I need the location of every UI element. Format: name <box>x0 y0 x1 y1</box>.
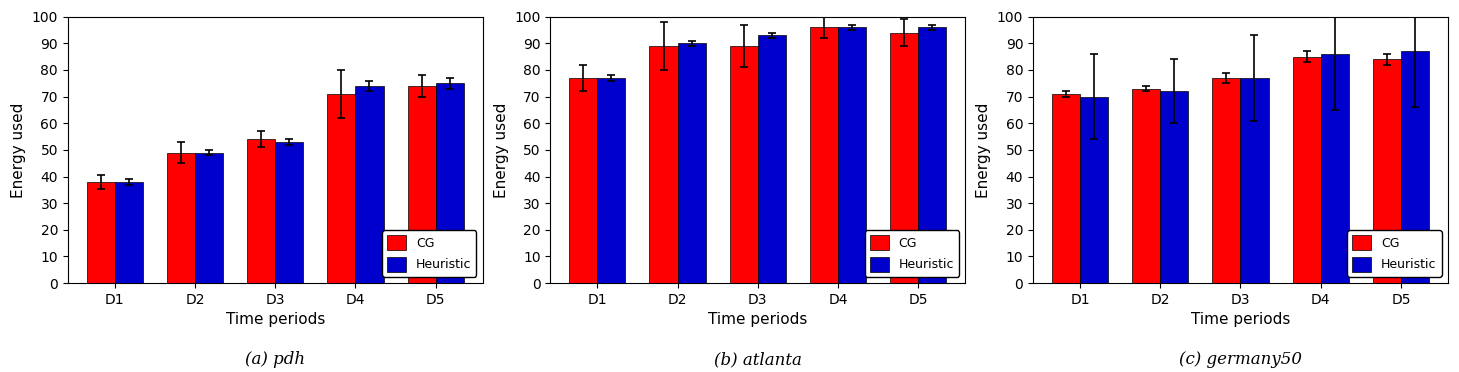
Bar <box>1373 59 1401 283</box>
Bar <box>407 86 436 283</box>
Y-axis label: Energy used: Energy used <box>12 102 26 198</box>
Bar <box>1320 54 1348 283</box>
Bar <box>649 46 677 283</box>
Bar <box>597 78 626 283</box>
Bar <box>356 86 384 283</box>
Bar <box>810 27 837 283</box>
Bar <box>1052 94 1080 283</box>
X-axis label: Time periods: Time periods <box>708 312 807 327</box>
X-axis label: Time periods: Time periods <box>1191 312 1290 327</box>
Legend: CG, Heuristic: CG, Heuristic <box>865 230 959 277</box>
Y-axis label: Energy used: Energy used <box>976 102 991 198</box>
Bar <box>115 182 143 283</box>
Bar <box>1401 51 1428 283</box>
Bar <box>757 35 786 283</box>
Bar <box>1212 78 1240 283</box>
Bar <box>918 27 947 283</box>
Text: (b) atlanta: (b) atlanta <box>713 351 802 368</box>
Bar <box>1160 91 1188 283</box>
Bar <box>730 46 757 283</box>
Text: (a) pdh: (a) pdh <box>245 351 305 368</box>
Bar <box>677 43 706 283</box>
Bar <box>436 83 464 283</box>
Bar <box>837 27 867 283</box>
Bar <box>1293 57 1320 283</box>
Bar <box>247 139 276 283</box>
Legend: CG, Heuristic: CG, Heuristic <box>382 230 477 277</box>
Bar <box>276 142 303 283</box>
Bar <box>196 153 223 283</box>
Bar <box>1132 89 1160 283</box>
X-axis label: Time periods: Time periods <box>226 312 325 327</box>
Legend: CG, Heuristic: CG, Heuristic <box>1348 230 1441 277</box>
Bar <box>86 182 115 283</box>
Y-axis label: Energy used: Energy used <box>493 102 509 198</box>
Bar <box>1240 78 1268 283</box>
Text: (c) germany50: (c) germany50 <box>1179 351 1301 368</box>
Bar <box>327 94 356 283</box>
Bar <box>166 153 196 283</box>
Bar <box>890 33 918 283</box>
Bar <box>569 78 597 283</box>
Bar <box>1080 97 1107 283</box>
